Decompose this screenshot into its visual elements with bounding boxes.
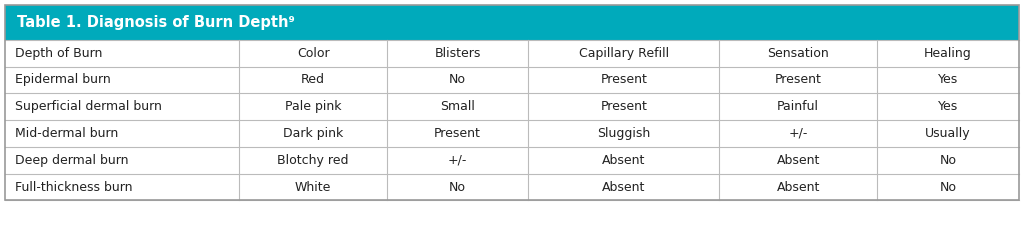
Text: Absent: Absent bbox=[602, 180, 645, 194]
Bar bbox=[5, 147, 1019, 174]
Text: Epidermal burn: Epidermal burn bbox=[15, 73, 112, 86]
Text: Superficial dermal burn: Superficial dermal burn bbox=[15, 100, 162, 113]
Text: Yes: Yes bbox=[938, 73, 958, 86]
Text: Blisters: Blisters bbox=[434, 47, 480, 60]
Text: Painful: Painful bbox=[777, 100, 819, 113]
Text: Present: Present bbox=[434, 127, 481, 140]
Text: Usually: Usually bbox=[926, 127, 971, 140]
Bar bbox=[5, 67, 1019, 93]
Text: +/-: +/- bbox=[447, 154, 467, 167]
Text: White: White bbox=[295, 180, 331, 194]
Text: Deep dermal burn: Deep dermal burn bbox=[15, 154, 129, 167]
Text: Sensation: Sensation bbox=[767, 47, 829, 60]
Text: No: No bbox=[449, 180, 466, 194]
Text: Absent: Absent bbox=[776, 154, 820, 167]
Bar bbox=[5, 93, 1019, 120]
Text: Dark pink: Dark pink bbox=[283, 127, 343, 140]
Text: No: No bbox=[940, 180, 956, 194]
Text: Absent: Absent bbox=[602, 154, 645, 167]
Text: Sluggish: Sluggish bbox=[597, 127, 650, 140]
Text: Present: Present bbox=[600, 73, 647, 86]
Bar bbox=[5, 174, 1019, 200]
Text: Capillary Refill: Capillary Refill bbox=[579, 47, 669, 60]
Text: +/-: +/- bbox=[788, 127, 808, 140]
Text: Pale pink: Pale pink bbox=[285, 100, 341, 113]
Text: Blotchy red: Blotchy red bbox=[278, 154, 349, 167]
Text: Table 1. Diagnosis of Burn Depth⁹: Table 1. Diagnosis of Burn Depth⁹ bbox=[17, 15, 295, 30]
Text: Small: Small bbox=[440, 100, 475, 113]
Bar bbox=[5, 120, 1019, 147]
Bar bbox=[5, 5, 1019, 40]
Text: Healing: Healing bbox=[924, 47, 972, 60]
Text: Mid-dermal burn: Mid-dermal burn bbox=[15, 127, 119, 140]
Text: Depth of Burn: Depth of Burn bbox=[15, 47, 102, 60]
Text: No: No bbox=[940, 154, 956, 167]
Text: Color: Color bbox=[297, 47, 330, 60]
Text: Absent: Absent bbox=[776, 180, 820, 194]
Text: Full-thickness burn: Full-thickness burn bbox=[15, 180, 133, 194]
Text: Present: Present bbox=[775, 73, 821, 86]
Text: Present: Present bbox=[600, 100, 647, 113]
Text: Red: Red bbox=[301, 73, 325, 86]
Bar bbox=[5, 40, 1019, 67]
Bar bbox=[5, 5, 1019, 200]
Text: No: No bbox=[449, 73, 466, 86]
Text: Yes: Yes bbox=[938, 100, 958, 113]
